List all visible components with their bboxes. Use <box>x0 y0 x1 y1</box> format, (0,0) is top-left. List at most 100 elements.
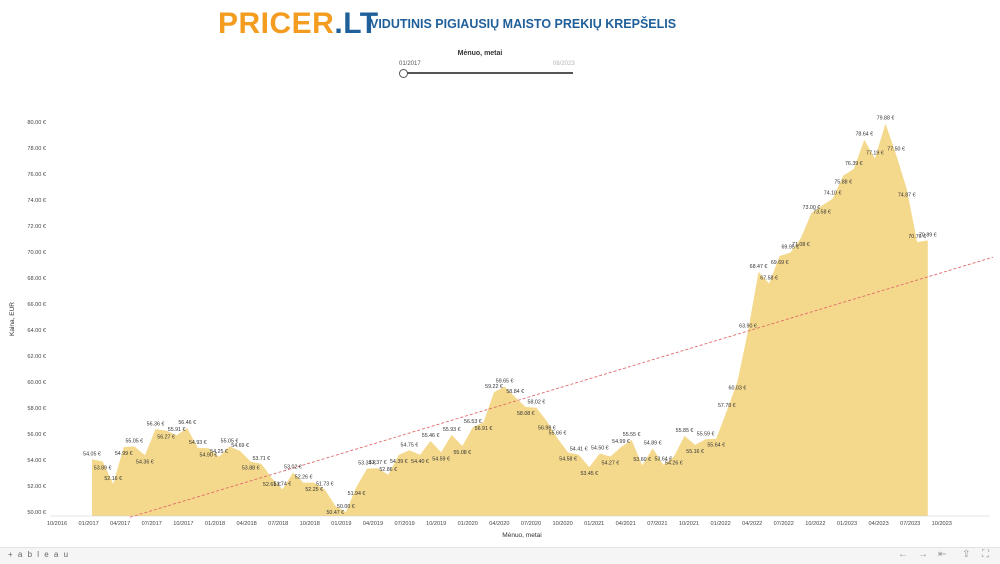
data-label: 74.87 € <box>898 193 916 199</box>
month-slider-handle[interactable] <box>399 69 408 78</box>
x-tick-label: 01/2017 <box>78 521 98 527</box>
data-label: 54.59 € <box>432 456 450 462</box>
month-slider-track[interactable] <box>403 72 573 74</box>
y-tick-label: 68.00 € <box>27 276 47 282</box>
data-label: 56.91 € <box>475 426 493 432</box>
data-label: 55.16 € <box>686 449 704 455</box>
data-label: 54.27 € <box>602 461 620 467</box>
data-label: 53.02 € <box>284 465 302 471</box>
data-label: 63.90 € <box>739 323 757 329</box>
data-label: 58.84 € <box>506 389 524 395</box>
y-tick-label: 52.00 € <box>27 484 47 490</box>
data-label: 52.25 € <box>305 487 323 493</box>
data-label: 51.74 € <box>274 481 292 487</box>
data-label: 55.05 € <box>125 438 143 444</box>
x-tick-label: 04/2018 <box>236 521 256 527</box>
data-label: 55.64 € <box>707 443 725 449</box>
data-label: 76.39 € <box>845 161 863 167</box>
filter-start-value: 01/2017 <box>399 61 421 67</box>
price-area <box>92 123 928 516</box>
pricer-logo: PRICER.LT <box>218 8 379 40</box>
y-tick-label: 56.00 € <box>27 432 47 438</box>
data-label: 52.16 € <box>104 476 122 482</box>
data-label: 54.93 € <box>189 440 207 446</box>
data-label: 54.75 € <box>401 442 419 448</box>
x-tick-label: 04/2020 <box>489 521 509 527</box>
data-label: 68.47 € <box>750 264 768 270</box>
data-label: 55.46 € <box>422 433 440 439</box>
y-tick-label: 74.00 € <box>27 198 47 204</box>
data-label: 54.05 € <box>83 451 101 457</box>
x-tick-label: 07/2023 <box>900 521 920 527</box>
x-tick-label: 10/2016 <box>47 521 67 527</box>
data-label: 59.22 € <box>485 384 503 390</box>
y-tick-label: 60.00 € <box>27 380 47 386</box>
y-tick-label: 66.00 € <box>27 302 47 308</box>
y-tick-label: 70.00 € <box>27 250 47 256</box>
data-label: 70.89 € <box>919 232 937 238</box>
x-tick-label: 10/2021 <box>679 521 699 527</box>
data-label: 54.39 € <box>390 459 408 465</box>
trend-line <box>129 256 994 518</box>
y-tick-label: 62.00 € <box>27 354 47 360</box>
x-tick-label: 10/2019 <box>426 521 446 527</box>
data-label: 56.53 € <box>464 419 482 425</box>
x-tick-label: 07/2019 <box>394 521 414 527</box>
data-label: 56.36 € <box>147 421 165 427</box>
data-label: 52.26 € <box>295 475 313 481</box>
data-label: 53.37 € <box>369 460 387 466</box>
data-label: 54.99 € <box>115 451 133 457</box>
data-label: 55.66 € <box>549 430 567 436</box>
x-tick-label: 07/2018 <box>268 521 288 527</box>
x-tick-label: 04/2022 <box>742 521 762 527</box>
y-tick-label: 72.00 € <box>27 224 47 230</box>
undo-icon[interactable]: ← <box>898 549 908 560</box>
x-axis-title: Mėnuo, metai <box>502 532 541 539</box>
y-tick-label: 76.00 € <box>27 172 47 178</box>
data-label: 53.45 € <box>580 471 598 477</box>
revert-icon[interactable]: ⇤ <box>938 549 947 560</box>
data-label: 60.03 € <box>729 386 747 392</box>
x-tick-label: 10/2023 <box>932 521 952 527</box>
x-tick-label: 07/2022 <box>774 521 794 527</box>
x-tick-label: 04/2017 <box>110 521 130 527</box>
data-label: 59.65 € <box>496 379 514 385</box>
data-label: 52.86 € <box>379 467 397 473</box>
redo-icon[interactable]: → <box>918 549 928 560</box>
data-label: 55.59 € <box>697 431 715 437</box>
x-tick-label: 04/2023 <box>868 521 888 527</box>
data-label: 69.69 € <box>771 260 789 266</box>
data-label: 54.41 € <box>570 447 588 453</box>
data-label: 54.99 € <box>612 439 630 445</box>
data-label: 58.02 € <box>528 400 546 406</box>
x-tick-label: 01/2021 <box>584 521 604 527</box>
x-tick-label: 01/2023 <box>837 521 857 527</box>
data-label: 52.61 € <box>263 482 281 488</box>
y-axis-title: Kaina, EUR <box>9 302 16 336</box>
data-label: 54.58 € <box>559 457 577 463</box>
fullscreen-icon[interactable]: ⛶ <box>982 549 989 560</box>
data-label: 56.27 € <box>157 435 175 441</box>
data-label: 53.71 € <box>252 456 270 462</box>
data-label: 77.50 € <box>887 147 905 153</box>
data-label: 70.76 € <box>908 234 926 240</box>
data-label: 51.94 € <box>348 491 366 497</box>
data-label: 55.93 € <box>443 427 461 433</box>
data-label: 54.26 € <box>665 461 683 467</box>
data-label: 56.46 € <box>178 420 196 426</box>
data-label: 69.95 € <box>781 245 799 251</box>
tableau-logo[interactable]: + a b l e a u <box>8 550 70 559</box>
x-tick-label: 01/2022 <box>710 521 730 527</box>
y-tick-label: 50.00 € <box>27 510 47 516</box>
data-label: 53.89 € <box>94 465 112 471</box>
data-label: 53.34 € <box>358 461 376 467</box>
data-label: 50.47 € <box>326 510 344 516</box>
page-title: VIDUTINIS PIGIAUSIŲ MAISTO PREKIŲ KREPŠE… <box>370 17 677 31</box>
filter-title: Mėnuo, metai <box>457 50 503 57</box>
share-icon[interactable]: ⇪ <box>962 549 971 560</box>
data-label: 73.58 € <box>813 210 831 216</box>
y-tick-label: 80.00 € <box>27 120 47 126</box>
data-label: 54.40 € <box>411 459 429 465</box>
x-tick-label: 04/2019 <box>363 521 383 527</box>
data-label: 54.90 € <box>200 452 218 458</box>
